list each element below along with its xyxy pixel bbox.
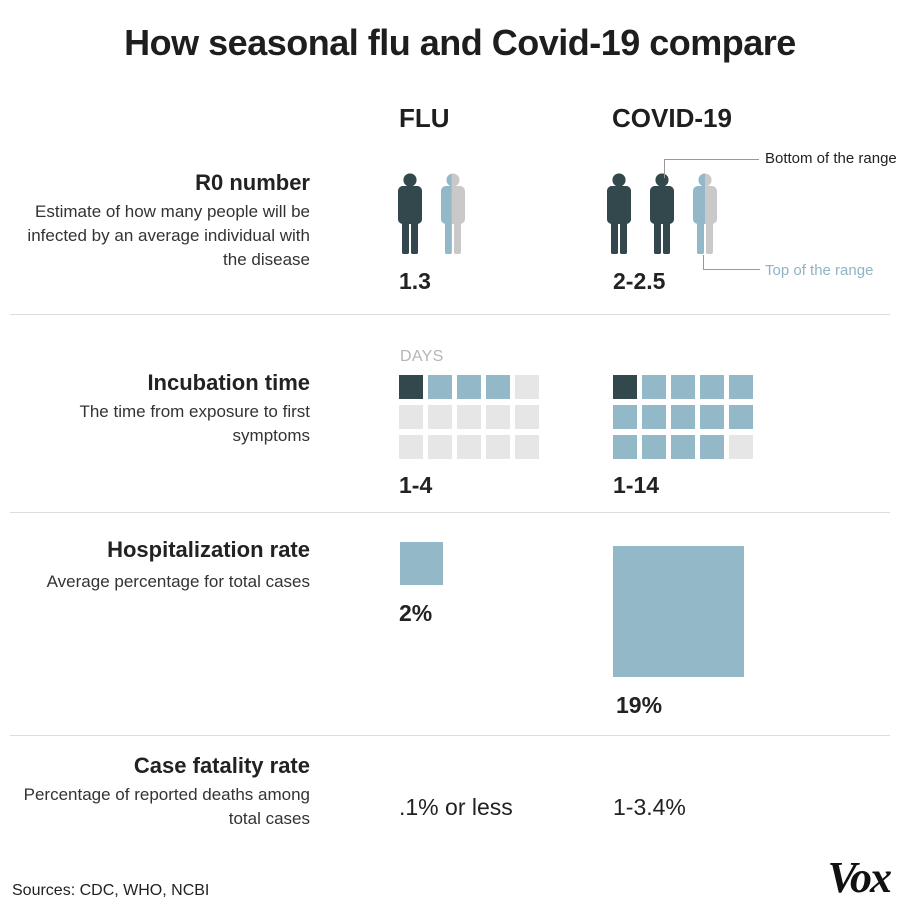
covid-r0-value: 2-2.5 — [613, 268, 666, 294]
flu-day-cell-11 — [399, 435, 423, 459]
bottom-range-annotation: Bottom of the range — [765, 150, 897, 167]
chart-title: How seasonal flu and Covid-19 compare — [124, 22, 796, 63]
covid-incubation-value: 1-14 — [613, 472, 660, 498]
flu-person-source — [398, 173, 422, 254]
column-header-covid: COVID-19 — [612, 103, 732, 133]
covid-fatality-value: 1-3.4% — [613, 794, 686, 820]
covid-day-cell-8 — [671, 405, 695, 429]
covid-person-2 — [650, 173, 674, 254]
fatality-title: Case fatality rate — [133, 753, 310, 778]
incubation-description: The time from exposure to first symptoms — [79, 402, 310, 445]
fatality-description: Percentage of reported deaths among tota… — [23, 785, 310, 828]
r0-description: Estimate of how many people will be infe… — [27, 202, 310, 269]
covid-day-cell-2 — [642, 375, 666, 399]
flu-day-cell-2 — [428, 375, 452, 399]
covid-r0-figures — [607, 173, 717, 254]
flu-day-cell-1 — [399, 375, 423, 399]
flu-day-cell-3 — [457, 375, 481, 399]
covid-hospitalization-square — [613, 546, 744, 677]
covid-day-cell-11 — [613, 435, 637, 459]
covid-day-cell-3 — [671, 375, 695, 399]
flu-hospitalization-value: 2% — [399, 600, 433, 626]
flu-day-cell-10 — [515, 405, 539, 429]
r0-title: R0 number — [195, 170, 310, 195]
covid-incubation-grid — [613, 375, 754, 459]
flu-day-cell-13 — [457, 435, 481, 459]
covid-day-cell-14 — [700, 435, 724, 459]
column-header-flu: FLU — [399, 103, 450, 133]
covid-day-cell-12 — [642, 435, 666, 459]
flu-day-cell-6 — [399, 405, 423, 429]
divider-3 — [10, 735, 890, 736]
flu-day-cell-4 — [486, 375, 510, 399]
flu-fatality-value: .1% or less — [399, 794, 513, 820]
flu-person-partial — [441, 173, 465, 254]
flu-r0-figures — [398, 173, 465, 254]
divider-1 — [10, 314, 890, 315]
flu-incubation-grid — [399, 375, 540, 459]
bottom-range-leader — [664, 159, 759, 178]
divider-2 — [10, 512, 890, 513]
covid-hospitalization-value: 19% — [616, 692, 663, 718]
top-range-annotation: Top of the range — [765, 262, 874, 279]
flu-day-cell-5 — [515, 375, 539, 399]
flu-day-cell-12 — [428, 435, 452, 459]
covid-person-partial — [693, 173, 717, 254]
covid-day-cell-13 — [671, 435, 695, 459]
hospitalization-title: Hospitalization rate — [107, 537, 310, 562]
flu-day-cell-15 — [515, 435, 539, 459]
flu-day-cell-8 — [457, 405, 481, 429]
vox-logo: Vox — [827, 853, 893, 902]
flu-day-cell-7 — [428, 405, 452, 429]
flu-incubation-value: 1-4 — [399, 472, 433, 498]
covid-day-cell-1 — [613, 375, 637, 399]
covid-day-cell-9 — [700, 405, 724, 429]
covid-day-cell-4 — [700, 375, 724, 399]
hospitalization-description: Average percentage for total cases — [46, 572, 310, 591]
top-range-leader — [703, 255, 760, 270]
flu-day-cell-9 — [486, 405, 510, 429]
covid-day-cell-10 — [729, 405, 753, 429]
days-label: DAYS — [400, 348, 444, 365]
covid-day-cell-7 — [642, 405, 666, 429]
sources-note: Sources: CDC, WHO, NCBI — [12, 882, 210, 899]
covid-day-cell-6 — [613, 405, 637, 429]
flu-hospitalization-square — [400, 542, 443, 585]
covid-person-source — [607, 173, 631, 254]
incubation-title: Incubation time — [147, 370, 310, 395]
covid-day-cell-15 — [729, 435, 753, 459]
covid-day-cell-5 — [729, 375, 753, 399]
flu-day-cell-14 — [486, 435, 510, 459]
flu-r0-value: 1.3 — [399, 268, 431, 294]
